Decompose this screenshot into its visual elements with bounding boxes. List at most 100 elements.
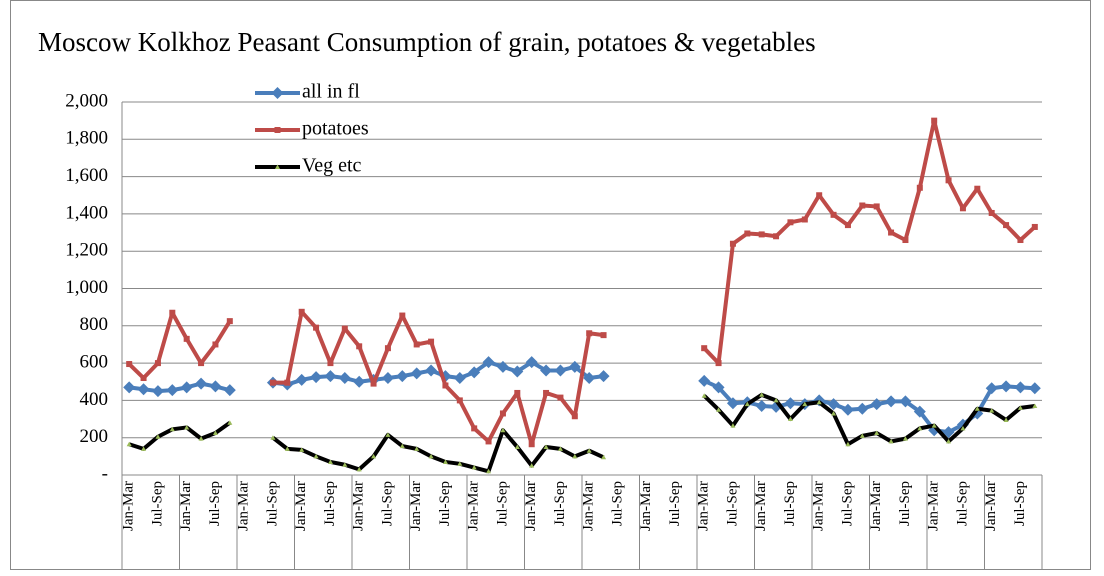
x-tick-label: Jan-Mar <box>121 481 137 531</box>
data-point <box>586 330 593 337</box>
data-point <box>730 423 736 428</box>
data-point <box>353 375 366 388</box>
data-point <box>413 341 420 348</box>
y-tick-label: 200 <box>80 426 109 447</box>
data-point <box>284 379 291 386</box>
data-point <box>313 324 320 331</box>
y-tick-label: 1,000 <box>65 277 108 298</box>
data-point <box>468 366 481 379</box>
x-tick-label: Jan-Mar <box>638 481 654 531</box>
data-point <box>341 325 348 332</box>
data-point <box>169 426 175 432</box>
data-point <box>482 356 495 369</box>
legend-label: Veg etc <box>302 155 362 177</box>
data-point <box>169 309 176 316</box>
y-tick-label: 600 <box>80 351 109 372</box>
x-tick-label: Jul-Sep <box>379 481 395 526</box>
data-point <box>945 177 952 184</box>
data-point <box>540 364 553 377</box>
y-tick-label: 1,600 <box>65 165 108 186</box>
data-point <box>195 377 208 390</box>
data-point <box>428 338 435 345</box>
data-point <box>554 364 567 377</box>
data-point <box>902 237 909 244</box>
data-point <box>888 229 895 236</box>
data-point <box>841 403 854 416</box>
data-point <box>528 441 535 448</box>
data-point <box>327 360 334 367</box>
data-point <box>601 454 607 460</box>
data-point <box>942 426 955 439</box>
x-tick-label: Jul-Sep <box>264 481 280 526</box>
x-tick-label: Jan-Mar <box>868 481 884 531</box>
data-point <box>773 233 780 240</box>
x-tick-label: Jul-Sep <box>552 481 568 526</box>
data-point <box>845 441 851 447</box>
data-point <box>758 231 765 238</box>
x-tick-label: Jan-Mar <box>408 481 424 531</box>
data-point <box>155 434 161 439</box>
data-point <box>568 360 581 373</box>
data-point <box>784 397 797 410</box>
data-point <box>1003 417 1009 422</box>
series <box>126 392 1038 474</box>
data-point <box>744 401 750 407</box>
data-point <box>456 397 463 404</box>
data-point <box>816 399 822 405</box>
x-tick-label: Jul-Sep <box>494 481 510 526</box>
data-point <box>223 384 236 397</box>
data-point <box>529 463 535 468</box>
data-point <box>166 384 179 397</box>
x-tick-label: Jan-Mar <box>983 481 999 531</box>
data-point <box>874 430 880 436</box>
data-point <box>126 441 132 447</box>
data-point <box>974 406 980 411</box>
data-point <box>844 222 851 229</box>
data-point <box>295 373 308 386</box>
data-point <box>442 382 449 389</box>
data-point <box>755 399 768 412</box>
data-point <box>123 381 136 394</box>
data-point <box>787 219 794 226</box>
x-tick-label: Jan-Mar <box>926 481 942 531</box>
data-point <box>946 438 952 444</box>
legend-label: all in fl <box>302 81 360 103</box>
data-point <box>399 312 406 319</box>
data-point <box>744 230 751 237</box>
chart-title: Moscow Kolkhoz Peasant Consumption of gr… <box>38 27 816 57</box>
data-point <box>729 240 736 247</box>
x-tick-label: Jan-Mar <box>696 481 712 531</box>
data-point <box>140 375 147 382</box>
data-point <box>899 395 912 408</box>
data-point <box>917 425 923 431</box>
data-point <box>830 211 837 218</box>
data-point <box>324 370 337 383</box>
data-point <box>313 453 319 459</box>
data-point <box>1003 222 1010 229</box>
data-point <box>827 398 840 411</box>
data-point <box>802 401 808 407</box>
data-point <box>716 407 722 412</box>
x-tick-label: Jul-Sep <box>667 481 683 526</box>
x-tick-label: Jul-Sep <box>1012 481 1028 526</box>
y-tick-label: 2,000 <box>65 90 108 111</box>
data-point <box>985 382 998 395</box>
data-point <box>381 372 394 385</box>
x-tick-label: Jul-Sep <box>954 481 970 526</box>
data-point <box>371 453 377 459</box>
data-point <box>583 372 596 385</box>
data-point <box>198 436 204 441</box>
data-point <box>356 343 363 350</box>
data-point <box>151 385 164 398</box>
data-point <box>471 425 478 432</box>
data-point <box>141 446 147 451</box>
data-point <box>856 402 869 415</box>
x-tick-label: Jul-Sep <box>207 481 223 526</box>
x-tick-label: Jan-Mar <box>581 481 597 531</box>
data-point <box>888 438 894 444</box>
x-tick-label: Jul-Sep <box>839 481 855 526</box>
data-point <box>870 398 883 411</box>
series-line <box>128 392 1036 474</box>
data-point <box>1031 223 1038 230</box>
data-point <box>126 361 133 368</box>
